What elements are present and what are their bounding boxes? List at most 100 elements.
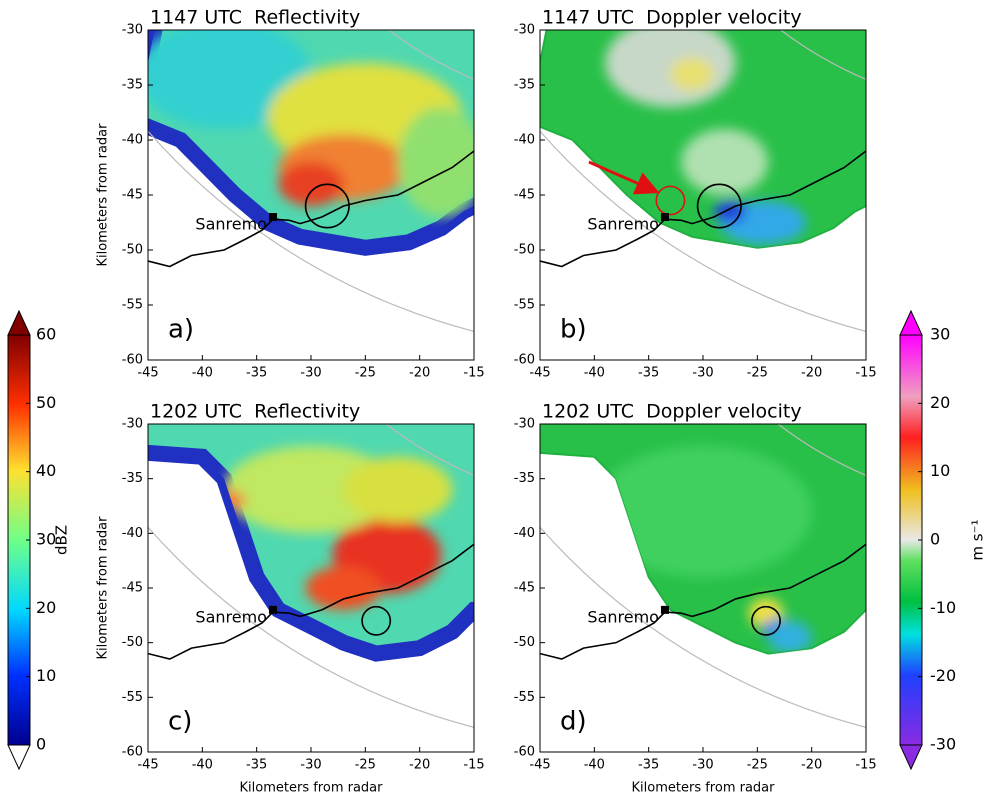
x-tick-label: -45 (529, 758, 550, 773)
feature-circle (361, 605, 392, 636)
y-tick-label: -45 (514, 188, 535, 203)
y-tick-label: -55 (514, 690, 535, 705)
plot-area (148, 30, 474, 332)
y-tick-label: -45 (514, 581, 535, 596)
plot-area (540, 30, 866, 332)
y-tick-label: -55 (122, 690, 143, 705)
y-tick-label: -35 (514, 78, 535, 93)
x-tick-label: -20 (801, 758, 822, 773)
y-tick-label: -55 (514, 298, 535, 313)
x-tick-label: -45 (137, 366, 158, 381)
echo-detail (202, 445, 453, 610)
colorbar-tick-label: -30 (930, 735, 956, 754)
city-label: Sanremo (587, 215, 659, 234)
x-tick-label: -30 (692, 758, 713, 773)
echo-cell (594, 445, 812, 578)
colorbar-extend (899, 744, 923, 771)
echo-detail (148, 30, 474, 217)
coastline (540, 150, 866, 268)
y-tick-label: -35 (514, 471, 535, 486)
y-tick-label: -40 (122, 133, 143, 148)
x-tick-label: -40 (192, 758, 213, 773)
y-tick-label: -55 (122, 298, 143, 313)
y-tick-label: -35 (122, 471, 143, 486)
y-axis-label: Kilometers from radar (96, 516, 111, 660)
plot-area (540, 424, 866, 728)
x-tick-label: -35 (638, 758, 659, 773)
echo-cell (148, 30, 311, 129)
city-marker (268, 605, 277, 614)
feature-circle (304, 183, 350, 229)
panel-title: 1147 UTC Reflectivity (150, 7, 360, 29)
y-tick-label: -30 (514, 23, 535, 38)
x-tick-label: -20 (801, 366, 822, 381)
y-tick-label: -35 (122, 78, 143, 93)
echo-cell (670, 57, 714, 91)
arrow (588, 160, 660, 195)
colorbar-tick-label: 30 (930, 325, 950, 344)
x-tick-label: -20 (409, 758, 430, 773)
y-tick-label: -45 (122, 581, 143, 596)
x-tick-label: -30 (300, 366, 321, 381)
x-tick-label: -15 (463, 366, 484, 381)
y-tick-label: -60 (122, 745, 143, 760)
echo-cell (681, 129, 769, 195)
x-axis-label: Kilometers from radar (240, 781, 384, 796)
colorbar-tick-label: 0 (930, 530, 940, 549)
colorbar-label: dBZ (53, 525, 71, 555)
x-tick-label: -35 (638, 366, 659, 381)
y-tick-label: -30 (514, 417, 535, 432)
y-tick-label: -40 (122, 526, 143, 541)
x-tick-label: -20 (409, 366, 430, 381)
city-label: Sanremo (195, 215, 267, 234)
coastline (148, 150, 474, 268)
y-axis-label: Kilometers from radar (96, 123, 111, 267)
colorbar-tick-label: 30 (36, 530, 56, 549)
city-label: Sanremo (587, 607, 659, 626)
panel-title: 1202 UTC Reflectivity (150, 401, 360, 423)
colorbar-tick-label: 20 (36, 598, 56, 617)
y-tick-label: -50 (514, 635, 535, 650)
x-tick-label: -15 (463, 758, 484, 773)
y-tick-label: -50 (122, 243, 143, 258)
panel-title: 1202 UTC Doppler velocity (542, 401, 802, 423)
x-tick-label: -40 (192, 366, 213, 381)
panel-label: d) (560, 707, 587, 737)
colorbar-label: m s⁻¹ (969, 519, 987, 560)
city-marker (660, 605, 669, 614)
colorbar-extend (7, 309, 31, 336)
colorbar-tick-label: 10 (36, 666, 56, 685)
echo-cell (343, 456, 453, 523)
coastline (540, 543, 866, 660)
y-tick-label: -40 (514, 526, 535, 541)
colorbar-tick-label: 40 (36, 461, 56, 480)
x-tick-label: -15 (855, 366, 876, 381)
colorbar-tick-label: 0 (36, 735, 46, 754)
echo-cell (278, 162, 344, 206)
x-tick-label: -15 (855, 758, 876, 773)
colorbar-extend (7, 744, 31, 771)
x-tick-label: -45 (137, 758, 158, 773)
y-tick-label: -30 (122, 23, 143, 38)
colorbar-tick-label: 20 (930, 393, 950, 412)
x-tick-label: -30 (692, 366, 713, 381)
colorbar-extend (899, 309, 923, 336)
x-tick-label: -25 (355, 366, 376, 381)
y-tick-label: -50 (514, 243, 535, 258)
x-tick-label: -25 (355, 758, 376, 773)
panel-label: c) (168, 707, 192, 737)
echo-cell (305, 566, 382, 610)
y-tick-label: -30 (122, 417, 143, 432)
y-tick-label: -60 (514, 353, 535, 368)
x-tick-label: -25 (747, 366, 768, 381)
coastline (148, 543, 474, 660)
city-label: Sanremo (195, 607, 267, 626)
x-tick-label: -40 (584, 366, 605, 381)
colorbar-tick-label: 50 (36, 393, 56, 412)
echo-detail (594, 445, 812, 654)
colorbar-tick-label: 10 (930, 461, 950, 480)
echo-cell (397, 107, 474, 217)
colorbar-tick-label: 60 (36, 325, 56, 344)
panel-title: 1147 UTC Doppler velocity (542, 7, 802, 29)
